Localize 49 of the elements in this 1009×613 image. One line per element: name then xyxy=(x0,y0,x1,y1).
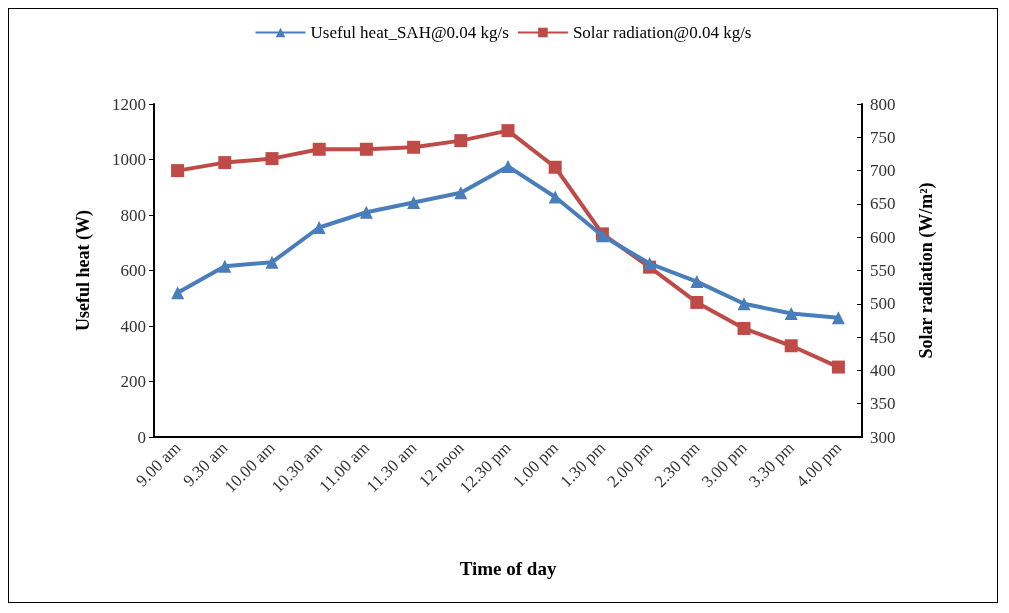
point xyxy=(831,360,845,374)
point xyxy=(501,124,515,138)
point xyxy=(784,307,798,321)
point xyxy=(548,160,562,174)
point xyxy=(548,190,562,204)
point xyxy=(407,140,421,154)
y2-tick-label: 450 xyxy=(870,327,896,347)
y-tick-label: 200 xyxy=(120,372,146,391)
y2-tick-label: 750 xyxy=(870,127,896,147)
y2-tick-label: 700 xyxy=(870,161,896,181)
y2-tick-label: 800 xyxy=(870,94,896,114)
point xyxy=(690,275,704,289)
point xyxy=(501,159,515,173)
y2-tick-label: 500 xyxy=(870,294,896,314)
y-tick-label: 800 xyxy=(120,205,146,225)
point xyxy=(218,156,232,170)
y-axis-title: Useful heat (W) xyxy=(73,210,94,331)
y2-axis-title: Solar radiation (W/m²) xyxy=(916,182,937,359)
y2-tick-label: 550 xyxy=(870,261,896,280)
y-tick-label: 0 xyxy=(137,427,146,447)
y-tick-label: 400 xyxy=(120,316,146,336)
point xyxy=(359,205,373,219)
point xyxy=(359,142,373,156)
y2-tick-label: 600 xyxy=(870,227,896,247)
point xyxy=(171,164,185,178)
point xyxy=(690,295,704,309)
point xyxy=(312,220,326,234)
x-axis-title: Time of day xyxy=(459,558,557,579)
point xyxy=(454,186,468,200)
y-tick-label: 1000 xyxy=(112,150,146,169)
point xyxy=(784,339,798,353)
y-tick-label: 600 xyxy=(120,261,146,280)
point xyxy=(312,142,326,156)
y-tick-label: 1200 xyxy=(112,94,146,114)
point xyxy=(265,255,279,269)
point xyxy=(265,152,279,166)
y2-tick-label: 400 xyxy=(870,360,896,380)
point xyxy=(831,311,845,325)
y2-tick-label: 650 xyxy=(870,194,896,214)
point xyxy=(737,297,751,311)
point xyxy=(218,259,232,273)
point xyxy=(407,196,421,210)
point xyxy=(454,134,468,148)
y2-tick-label: 300 xyxy=(870,427,896,447)
legend-label: Solar radiation@0.04 kg/s xyxy=(572,23,752,42)
point xyxy=(171,286,185,300)
legend-label: Useful heat_SAH@0.04 kg/s xyxy=(310,23,509,42)
y2-tick-label: 350 xyxy=(870,394,896,414)
point xyxy=(737,321,751,335)
